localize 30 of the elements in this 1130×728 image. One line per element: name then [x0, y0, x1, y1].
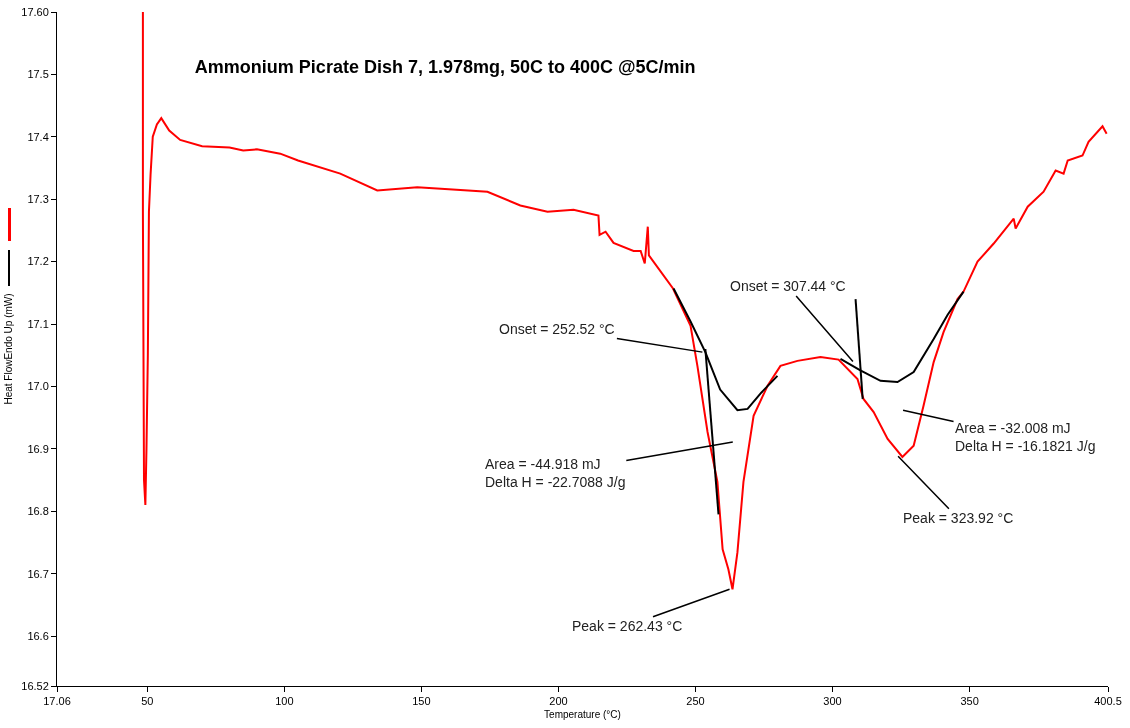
y-tick-label: 16.9 — [27, 442, 49, 455]
annotation: Area = -32.008 mJ Delta H = -16.1821 J/g — [955, 420, 1096, 455]
y-tick-label: 17.3 — [27, 193, 49, 206]
x-tick-label: 50 — [141, 695, 154, 708]
y-tick-label: 17.5 — [27, 68, 49, 81]
x-axis-title: Temperature (°C) — [544, 708, 621, 720]
y-tick-label: 17.2 — [27, 255, 49, 268]
x-tick-label: 17.06 — [43, 695, 71, 708]
y-axis-title: Heat FlowEndo Up (mW) — [3, 293, 15, 405]
annotation: Peak = 262.43 °C — [572, 618, 683, 634]
annotation: Onset = 252.52 °C — [499, 321, 615, 337]
annotation: Peak = 323.92 °C — [903, 510, 1014, 526]
x-tick-label: 300 — [823, 695, 842, 708]
y-tick-label: 16.7 — [27, 567, 49, 580]
x-tick-label: 400.5 — [1094, 695, 1122, 708]
x-tick-label: 200 — [549, 695, 568, 708]
y-tick-label: 17.0 — [27, 380, 49, 393]
y-tick-label: 16.8 — [27, 505, 49, 518]
y-tick-label: 17.1 — [27, 317, 49, 330]
y-tick-label: 16.6 — [27, 629, 49, 642]
annotation: Onset = 307.44 °C — [730, 278, 846, 294]
y-tick-label: 17.60 — [21, 5, 49, 18]
x-tick-label: 350 — [960, 695, 979, 708]
y-tick-label: 17.4 — [27, 130, 49, 143]
text: Ammonium Picrate Dish 7, 1.978mg, 50C to 400C @5C/min — [194, 57, 696, 78]
x-tick-label: 250 — [686, 695, 705, 708]
x-tick-label: 150 — [412, 695, 431, 708]
annotation: Area = -44.918 mJ Delta H = -22.7088 J/g — [485, 456, 626, 491]
x-tick-label: 100 — [275, 695, 294, 708]
y-tick-label: 16.52 — [21, 679, 49, 692]
